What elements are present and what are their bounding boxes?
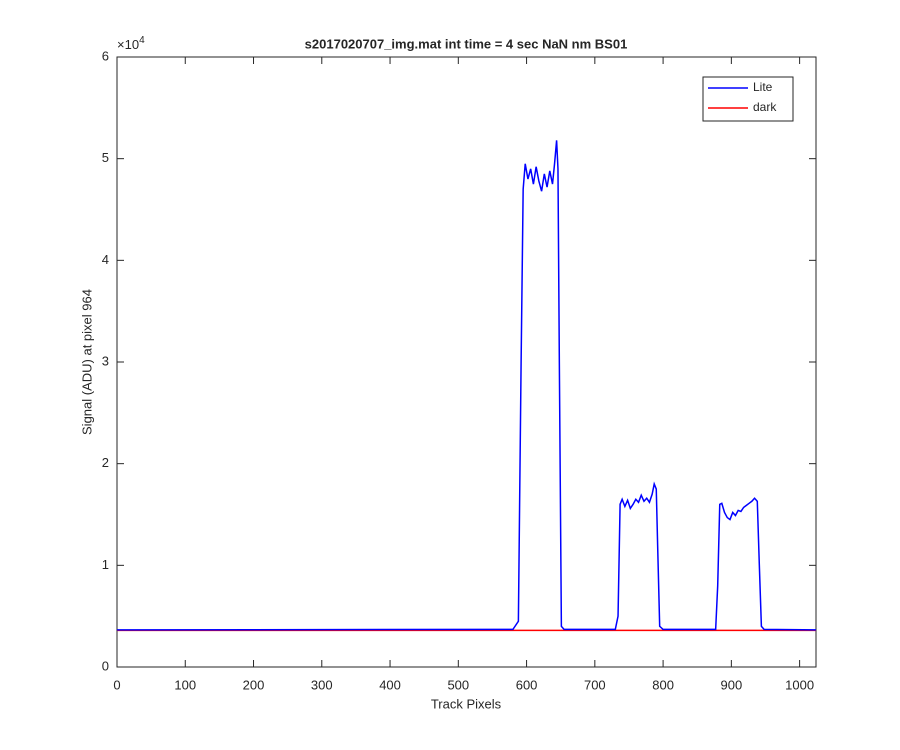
x-tick-label: 100	[174, 677, 196, 692]
x-tick-label: 0	[113, 677, 120, 692]
y-tick-label: 4	[102, 252, 109, 267]
x-tick-label: 800	[652, 677, 674, 692]
x-tick-label: 900	[721, 677, 743, 692]
x-tick-label: 200	[243, 677, 265, 692]
plot-frame	[116, 56, 817, 668]
y-tick-label: 5	[102, 150, 109, 165]
y-tick-label: 6	[102, 48, 109, 63]
x-axis-label: Track Pixels	[431, 696, 502, 711]
data-line	[116, 140, 817, 631]
x-tick-label: 700	[584, 677, 606, 692]
chart-title: s2017020707_img.mat int time = 4 sec NaN…	[305, 36, 628, 51]
legend-box	[702, 76, 794, 122]
y-multiplier: ×104	[117, 35, 145, 53]
x-tick-label: 500	[447, 677, 469, 692]
y-tick-label: 2	[102, 455, 109, 470]
y-tick-label: 1	[102, 557, 109, 572]
legend-label: dark	[753, 100, 777, 114]
y-axis-label: Signal (ADU) at pixel 964	[79, 289, 94, 435]
legend-label: Lite	[753, 80, 773, 94]
y-tick-label: 0	[102, 658, 109, 673]
x-tick-label: 600	[516, 677, 538, 692]
x-tick-label: 1000	[785, 677, 814, 692]
y-multiplier-base: ×10	[117, 37, 139, 52]
y-multiplier-exponent: 4	[139, 35, 145, 46]
x-tick-label: 300	[311, 677, 333, 692]
y-tick-label: 3	[102, 353, 109, 368]
x-tick-label: 400	[379, 677, 401, 692]
